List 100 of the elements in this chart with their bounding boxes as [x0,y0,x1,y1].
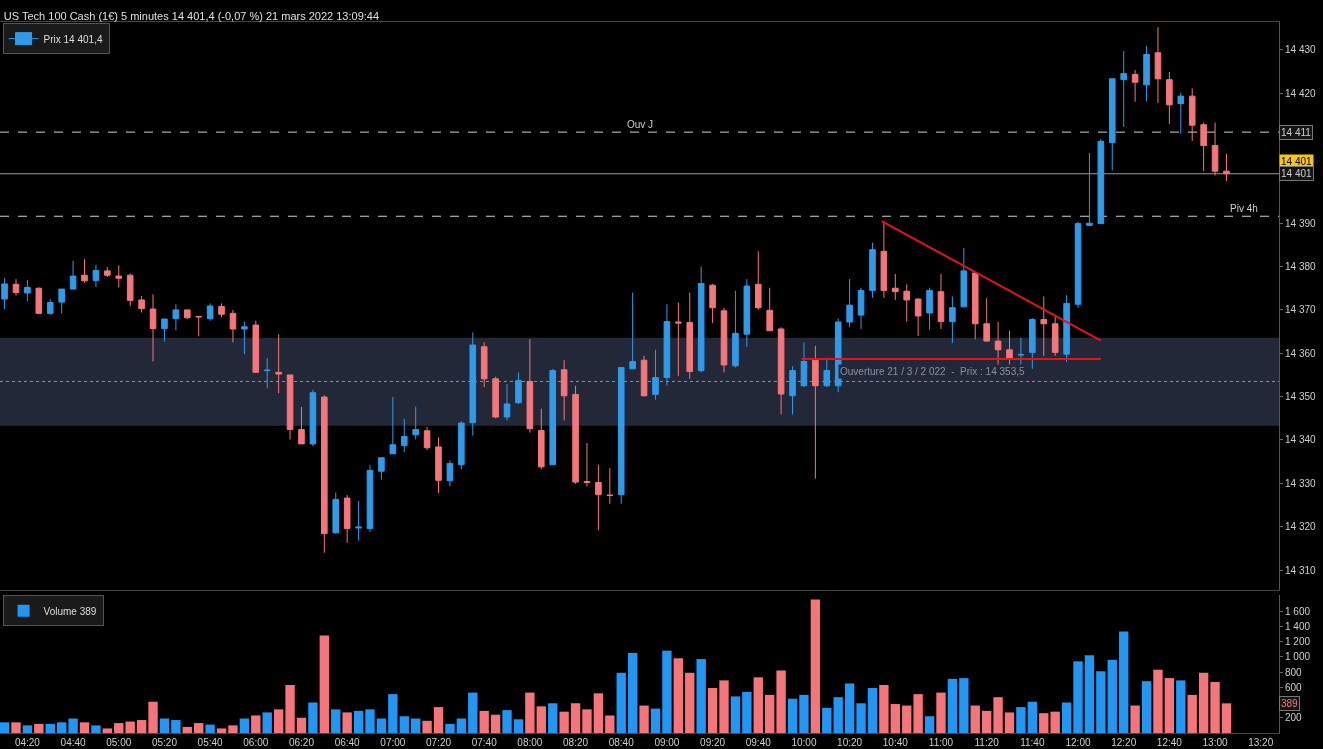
bar [605,715,615,733]
candlestick [58,288,65,314]
candlestick [583,442,591,487]
candlestick [880,220,888,299]
candlestick [412,406,419,441]
x-tick-label: 05:20 [151,737,178,748]
candlestick [686,292,694,380]
candlestick [343,494,351,544]
bar [650,708,661,733]
bar [833,697,843,733]
bar [947,678,958,733]
candlestick [743,278,751,348]
x-tick-label: 08:40 [608,737,635,748]
y-tick-label: 14 310 [1285,564,1317,576]
candlestick [355,500,362,542]
candlestick [138,295,145,313]
candlestick [869,242,876,299]
ref-line-label: Ouverture 21 / 3 / 2 022 - Prix : 14 353,5 [840,366,1025,377]
candlestick [1040,295,1048,357]
bar [993,697,1003,733]
y-tick-label: 14 380 [1285,261,1317,273]
x-tick-label: 07:40 [471,737,498,748]
candlestick [446,459,454,487]
candlestick [857,287,865,330]
candlestick [515,371,522,405]
bar [125,721,135,733]
x-tick-label: 13:00 [1202,737,1228,748]
x-tick-label: 09:00 [654,737,680,748]
candlestick [1200,122,1207,172]
bar [68,718,78,733]
chart-title: US Tech 100 Cash (1€) 5 minutes 14 401,4 (-0,07 %) 21 mars 2022 13:09:44 [3,9,380,22]
y-tick-label: 14 350 [1285,391,1317,403]
bar [787,698,798,733]
bar [525,692,535,733]
candlestick [81,258,88,284]
candlestick [823,357,831,388]
candlestick [12,278,20,297]
y-tick-label: 14 370 [1285,304,1317,316]
x-tick-label: 11:00 [928,737,954,748]
bar [1210,681,1220,733]
bar [285,684,295,733]
candlestick [652,349,659,401]
candlestick [321,394,328,554]
candlestick [1188,87,1196,142]
bar [114,723,124,733]
bar [707,688,718,733]
y-tick-label: 1 400 [1285,620,1311,632]
candlestick [115,264,123,288]
bar [890,704,900,733]
candlestick [789,365,796,415]
candlestick [1,277,8,310]
bar [959,678,969,733]
bar [1130,705,1140,733]
bar [856,703,866,733]
bar [696,659,706,733]
candlestick [549,368,557,466]
bar [171,720,181,733]
bar [422,720,432,733]
bar [468,692,478,733]
candlestick [172,303,180,331]
bar [194,723,204,733]
bar [251,715,261,733]
candlestick [275,333,282,394]
candlestick [389,396,397,455]
bar [1153,669,1163,733]
bar [1176,680,1186,733]
y-tick-label: 14 340 [1285,434,1317,446]
bar [159,718,170,733]
bar [1073,661,1083,733]
bar [79,722,90,733]
bar [810,599,821,733]
candlestick [92,264,100,288]
bar [45,723,55,733]
bar [822,707,832,733]
candlestick [161,318,168,343]
x-tick-label: 08:00 [517,737,543,748]
bar [639,705,649,733]
bar [262,712,272,733]
bar [548,703,558,733]
candlestick [994,321,1002,367]
candlestick [720,307,728,373]
candlestick [423,426,431,451]
candlestick [1051,316,1059,357]
x-tick-label: 10:40 [882,737,909,748]
x-tick-label: 08:20 [563,737,589,748]
x-tick-label: 09:40 [745,737,772,748]
bar [91,725,101,733]
bar [730,696,741,733]
candlestick [1166,71,1173,125]
x-tick-label: 13:20 [1248,737,1274,748]
bar [719,680,729,733]
ref-line-label: Ouv J [627,119,654,130]
candlestick [435,436,442,494]
candlestick [332,491,340,535]
bar [582,709,592,733]
bar [34,723,44,733]
candlestick [766,287,773,332]
bar [136,720,147,733]
bar [1039,713,1049,733]
x-tick-label: 10:00 [791,737,817,748]
